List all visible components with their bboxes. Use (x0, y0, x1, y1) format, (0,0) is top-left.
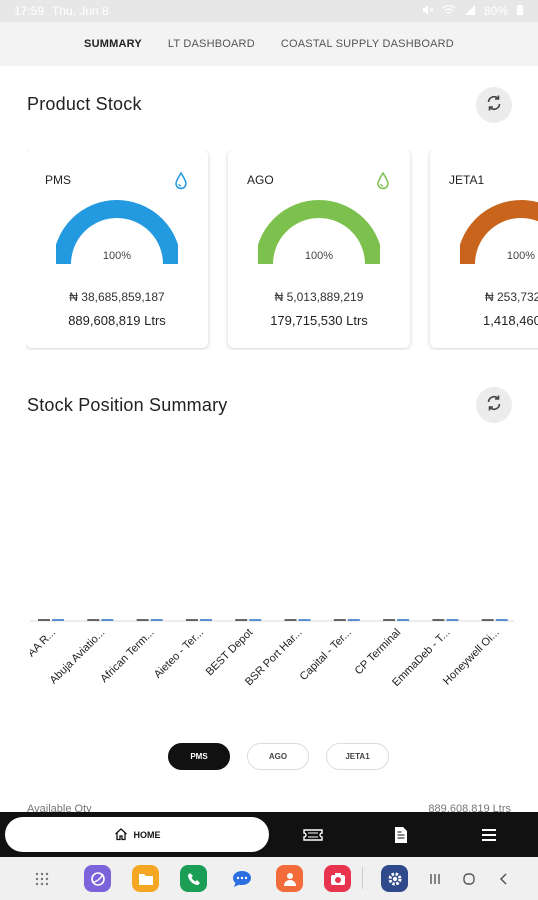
home-icon (114, 827, 128, 843)
stock-gauge (56, 200, 178, 265)
settings-icon[interactable] (381, 865, 408, 892)
filter-pms[interactable]: PMS (168, 743, 230, 770)
gauge-percent: 100% (506, 250, 536, 262)
product-stock-refresh-button[interactable] (476, 87, 512, 123)
stock-gauge (258, 200, 380, 265)
chart-bar (199, 619, 212, 621)
dock-divider (362, 867, 363, 889)
folder-icon[interactable] (132, 865, 159, 892)
status-date: Thu, Jun 8 (52, 4, 109, 18)
chart-category-label: AA R... (30, 627, 58, 660)
chart-bar (383, 619, 396, 621)
internet-icon[interactable] (84, 865, 111, 892)
recent-apps-button[interactable] (425, 869, 445, 889)
apps-grid-icon[interactable] (28, 865, 55, 892)
phone-icon[interactable] (180, 865, 207, 892)
app-dock (0, 857, 538, 900)
messages-icon[interactable] (228, 865, 255, 892)
chart-bar (101, 619, 114, 621)
filter-ago[interactable]: AGO (247, 743, 309, 770)
chart-bar (136, 619, 149, 621)
chart-bar (298, 619, 311, 621)
chart-bar (235, 619, 248, 621)
chart-bar (87, 619, 100, 621)
stock-amount: ₦ 253,732,78 (484, 290, 538, 304)
home-label: HOME (133, 829, 161, 840)
chart-bar (495, 619, 508, 621)
stock-litres: 179,715,530 Ltrs (270, 313, 368, 328)
product-card-ago[interactable]: AGO 100% ₦ 5,013,889,219 179,715,530 Ltr… (228, 150, 410, 348)
chart-category-label: BEST Depot (204, 627, 256, 679)
drop-icon (174, 171, 188, 195)
chart-bar (481, 619, 494, 621)
chart-bar (150, 619, 163, 621)
chart-category-label: Capital - Ter... (298, 627, 354, 683)
battery-icon (516, 4, 524, 19)
mute-icon (422, 4, 434, 19)
stock-gauge (460, 200, 538, 265)
chart-bar (185, 619, 198, 621)
chart-bar (38, 619, 50, 621)
chart-bar (52, 619, 64, 621)
product-stock-title: Product Stock (27, 94, 142, 114)
refresh-icon (485, 94, 503, 117)
stock-position-title: Stock Position Summary (27, 395, 228, 415)
chart-bar (333, 619, 346, 621)
ticket-icon[interactable] (302, 824, 324, 846)
menu-icon[interactable] (478, 824, 500, 846)
chart-bar (249, 619, 262, 621)
stock-litres: 889,608,819 Ltrs (68, 313, 166, 328)
stock-litres: 1,418,460,93 (483, 313, 538, 328)
status-bar: 17:59 Thu, Jun 8 80% (0, 0, 538, 22)
chart-bar (446, 619, 459, 621)
chart-category-label: Aieteo - Ter... (152, 627, 206, 681)
home-button[interactable]: HOME (5, 817, 269, 852)
tab-coastal-supply-dashboard[interactable]: COASTAL SUPPLY DASHBOARD (280, 38, 454, 50)
stock-position-chart: AA R...Abuja Aviatio...African Term...Ai… (30, 619, 514, 689)
bottom-nav: HOME (0, 812, 538, 857)
battery-text: 80% (483, 4, 508, 18)
product-stock-cards: PMS 100% ₦ 38,685,859,187 889,608,819 Lt… (26, 150, 538, 350)
top-tabs: SUMMARY LT DASHBOARD COASTAL SUPPLY DASH… (0, 22, 538, 66)
product-card-jeta1[interactable]: JETA1 100% ₦ 253,732,78 1,418,460,93 (430, 150, 538, 348)
document-icon[interactable] (390, 824, 412, 846)
stock-amount: ₦ 38,685,859,187 (69, 290, 165, 304)
gauge-percent: 100% (102, 250, 132, 262)
back-button[interactable] (494, 869, 514, 889)
contacts-icon[interactable] (276, 865, 303, 892)
product-name: AGO (247, 173, 274, 187)
product-card-pms[interactable]: PMS 100% ₦ 38,685,859,187 889,608,819 Lt… (26, 150, 208, 348)
chart-bar (432, 619, 445, 621)
chart-bar (397, 619, 410, 621)
chart-bar (347, 619, 360, 621)
home-system-button[interactable] (459, 869, 479, 889)
camera-icon[interactable] (324, 865, 351, 892)
stock-amount: ₦ 5,013,889,219 (274, 290, 364, 304)
wifi-icon (442, 4, 456, 19)
drop-icon (376, 171, 390, 195)
signal-icon (464, 4, 476, 19)
chart-bar (284, 619, 297, 621)
stock-position-refresh-button[interactable] (476, 387, 512, 423)
tab-lt-dashboard[interactable]: LT DASHBOARD (167, 38, 255, 50)
product-name: PMS (45, 173, 72, 187)
gauge-percent: 100% (304, 250, 334, 262)
refresh-icon (485, 394, 503, 417)
status-time: 17:59 (14, 4, 45, 18)
tab-summary[interactable]: SUMMARY (84, 38, 142, 50)
filter-jeta1[interactable]: JETA1 (326, 743, 389, 770)
chart-category-label: CP Terminal (353, 627, 404, 678)
product-name: JETA1 (449, 173, 485, 187)
